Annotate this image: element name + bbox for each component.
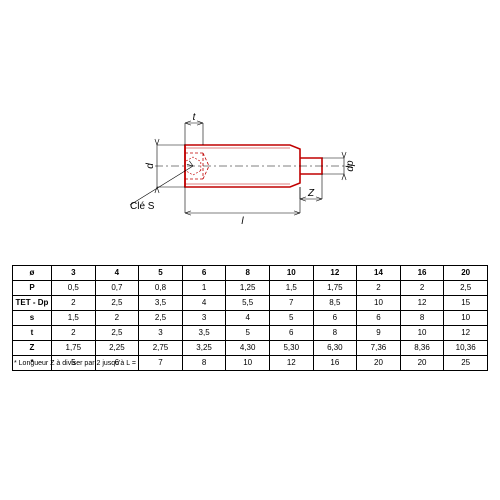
data-cell: 0,7 [95,281,139,296]
svg-text:Clé S: Clé S [130,201,155,212]
svg-text:l: l [241,216,244,227]
data-cell: 12 [444,326,488,341]
data-cell: 5 [226,326,270,341]
data-cell: 2 [52,326,96,341]
data-cell: 8,36 [400,341,444,356]
data-cell: 8 [182,356,226,371]
page: tddplZClé S ø345681012141620P0,50,70,811… [0,0,500,500]
row-header: Z [13,341,52,356]
data-cell: 10 [400,326,444,341]
data-cell: 2 [400,281,444,296]
data-cell: 3 [139,326,183,341]
data-cell: 4,30 [226,341,270,356]
data-cell: 3,5 [139,296,183,311]
data-cell: 6 [313,311,357,326]
data-cell: 1,5 [52,311,96,326]
table-footnote: * Longueur Z à diviser par 2 jusqu'à L = [14,360,136,367]
data-cell: 10 [444,311,488,326]
data-cell: 2,5 [95,296,139,311]
data-cell: 2,5 [444,281,488,296]
svg-text:Z: Z [307,188,315,199]
data-cell: 10 [357,296,401,311]
data-cell: 20 [400,356,444,371]
diameter-cell: 10 [269,266,313,281]
data-cell: 2,25 [95,341,139,356]
data-cell: 1 [182,281,226,296]
data-cell: 7,36 [357,341,401,356]
diameter-cell: 3 [52,266,96,281]
data-cell: 8 [400,311,444,326]
data-cell: 3 [182,311,226,326]
data-cell: 10 [226,356,270,371]
svg-text:t: t [193,112,197,123]
data-cell: 2 [52,296,96,311]
data-cell: 4 [182,296,226,311]
data-cell: 0,8 [139,281,183,296]
data-cell: 8 [313,326,357,341]
diameter-cell: 4 [95,266,139,281]
data-cell: 3,25 [182,341,226,356]
data-cell: 12 [400,296,444,311]
data-cell: 9 [357,326,401,341]
row-header: P [13,281,52,296]
data-cell: 6 [357,311,401,326]
data-cell: 16 [313,356,357,371]
data-cell: 7 [139,356,183,371]
data-cell: 6,30 [313,341,357,356]
data-cell: 5,5 [226,296,270,311]
spec-table: ø345681012141620P0,50,70,811,251,51,7522… [12,265,488,371]
diameter-cell: 20 [444,266,488,281]
spec-table-wrap: ø345681012141620P0,50,70,811,251,51,7522… [12,265,488,371]
data-cell: 1,5 [269,281,313,296]
data-cell: 5,30 [269,341,313,356]
row-header: t [13,326,52,341]
data-cell: 2 [95,311,139,326]
diameter-cell: 12 [313,266,357,281]
diameter-cell: 8 [226,266,270,281]
data-cell: 8,5 [313,296,357,311]
data-cell: 6 [269,326,313,341]
data-cell: 15 [444,296,488,311]
data-cell: 4 [226,311,270,326]
row-header: TET - Dp [13,296,52,311]
row-header: s [13,311,52,326]
data-cell: 3,5 [182,326,226,341]
data-cell: 7 [269,296,313,311]
svg-text:d: d [145,163,156,169]
data-cell: 2,5 [139,311,183,326]
data-cell: 2,75 [139,341,183,356]
data-cell: 2 [357,281,401,296]
diameter-cell: 6 [182,266,226,281]
technical-drawing: t d dp l Z Clé S [0,0,500,260]
data-cell: 5 [269,311,313,326]
data-cell: 20 [357,356,401,371]
diameter-cell: 16 [400,266,444,281]
data-cell: 1,75 [52,341,96,356]
svg-text:dp: dp [345,160,356,172]
data-cell: 10,36 [444,341,488,356]
diameter-cell: 14 [357,266,401,281]
data-cell: 1,25 [226,281,270,296]
diameter-cell: 5 [139,266,183,281]
data-cell: 1,75 [313,281,357,296]
data-cell: 12 [269,356,313,371]
col-header-diameter: ø [13,266,52,281]
data-cell: 0,5 [52,281,96,296]
data-cell: 2,5 [95,326,139,341]
data-cell: 25 [444,356,488,371]
